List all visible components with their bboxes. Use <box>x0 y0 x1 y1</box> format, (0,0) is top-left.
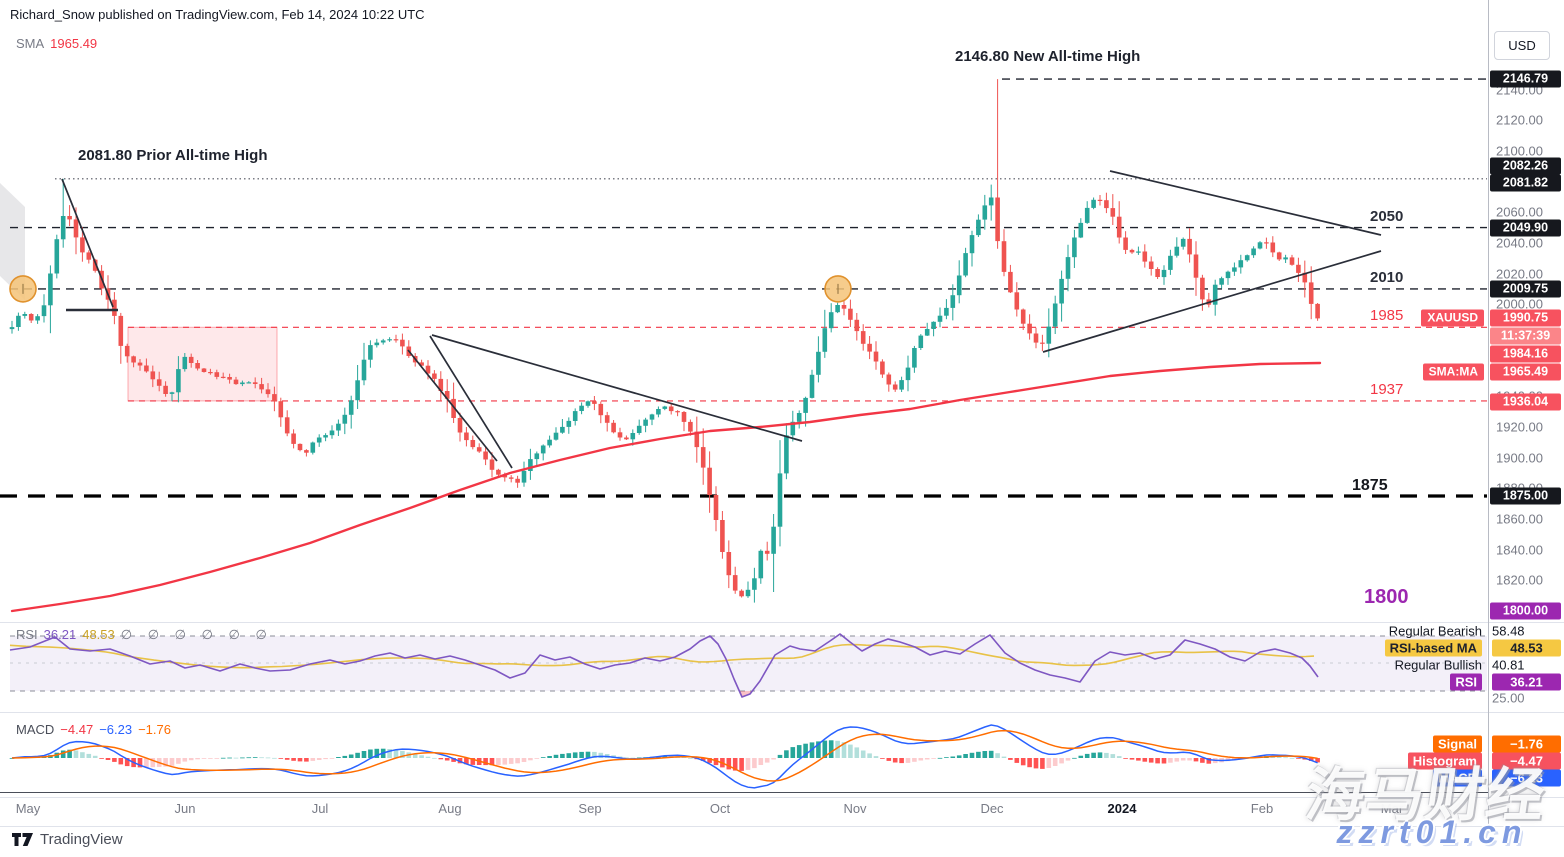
trendline-5[interactable] <box>431 334 803 442</box>
rsi-oversold-fill <box>740 691 752 697</box>
macd-hist-value: −4.47 <box>60 722 94 737</box>
price-scale[interactable] <box>1488 0 1564 826</box>
rsi-line[interactable] <box>9 633 1319 698</box>
rsi-ma-value: 48.53 <box>82 627 115 642</box>
prior-ath-annotation: 2081.80 Prior All-time High <box>78 147 268 164</box>
trendline-6[interactable] <box>1109 170 1382 236</box>
trendline-1[interactable] <box>61 178 114 308</box>
rsi-legend: RSI 36.21 48.53 ∅ ∅ ∅ ∅ ∅ ∅ <box>16 627 279 643</box>
gray-drawing <box>0 183 25 300</box>
sma-label: SMA <box>16 36 45 51</box>
macd-line[interactable] <box>11 724 1318 789</box>
trendline-3[interactable] <box>407 349 498 462</box>
watermark-site: zzrt01.cn <box>1336 814 1528 850</box>
macd-signal-value: −1.76 <box>138 722 171 737</box>
trendline-4[interactable] <box>429 335 513 469</box>
rsi-value: 36.21 <box>43 627 77 642</box>
macd-legend: MACD −4.47 −6.23 −1.76 <box>16 722 177 737</box>
chart-attribution: Richard_Snow published on TradingView.co… <box>10 7 425 22</box>
rsi-ma-line[interactable] <box>9 643 1315 669</box>
tradingview-logo-icon <box>12 832 33 846</box>
new-ath-annotation: 2146.80 New All-time High <box>955 48 1141 65</box>
currency-toggle-button[interactable]: USD <box>1494 31 1550 60</box>
consolidation-box[interactable] <box>127 326 278 402</box>
macd-value: −6.23 <box>99 722 133 737</box>
rsi-empty-values: ∅ ∅ ∅ ∅ ∅ ∅ <box>120 627 273 642</box>
price-legend: SMA 1965.49 <box>16 36 103 51</box>
sma-value: 1965.49 <box>50 36 98 51</box>
time-scale[interactable] <box>0 797 1488 826</box>
macd-signal-line[interactable] <box>11 729 1318 782</box>
trendline-7[interactable] <box>1042 250 1382 353</box>
macd-label: MACD <box>16 722 55 737</box>
tradingview-brand-text: TradingView <box>40 831 123 848</box>
rsi-label: RSI <box>16 627 38 642</box>
sma-line[interactable] <box>10 361 1322 613</box>
tradingview-link[interactable]: TradingView <box>12 831 123 848</box>
